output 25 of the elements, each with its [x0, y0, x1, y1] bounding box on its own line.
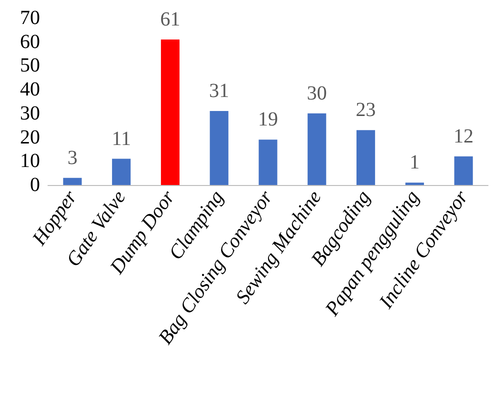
data-label: 23 [356, 99, 376, 122]
y-tick-label: 70 [20, 7, 40, 29]
data-label: 11 [112, 128, 131, 150]
bar [112, 158, 131, 185]
y-tick-label: 60 [20, 30, 40, 53]
bar [258, 140, 278, 185]
data-label: 3 [67, 146, 78, 169]
data-label: 19 [258, 108, 278, 131]
y-tick-label: 40 [20, 78, 40, 101]
data-label: 12 [454, 125, 474, 148]
y-tick-label: 10 [20, 150, 40, 172]
bar [356, 130, 376, 185]
bar [308, 113, 326, 185]
bar [160, 39, 180, 185]
data-label: 31 [209, 80, 230, 102]
y-tick-label: 30 [20, 102, 40, 124]
y-tick-label: 50 [20, 54, 40, 77]
y-tick-label: 20 [20, 126, 40, 148]
bar [63, 178, 82, 185]
data-label: 61 [160, 8, 180, 30]
bar [454, 156, 473, 185]
y-tick-label: 0 [30, 174, 40, 196]
bar [210, 111, 228, 185]
data-label: 1 [410, 152, 420, 174]
data-label: 30 [306, 82, 327, 104]
